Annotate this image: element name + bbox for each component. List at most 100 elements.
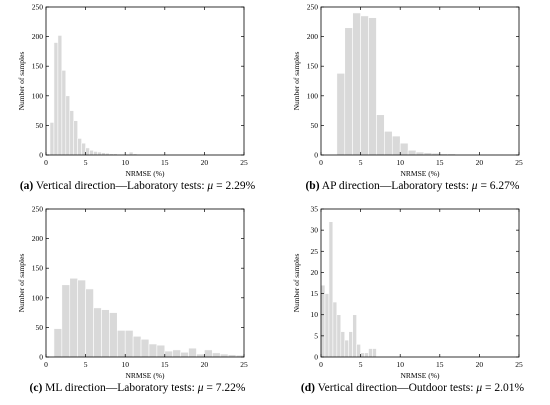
y-tick-label: 20 [311,268,319,277]
histogram-chart: 0 5 10 15 20 25 0 5 10 15 20 25 30 35 NRMSE (%) Number … [292,205,523,381]
y-tick-label: 50 [36,121,44,130]
histogram-bar [97,151,102,156]
x-tick-label: 0 [319,360,323,369]
caption: (a) Vertical direction—Laboratory tests:… [0,180,275,192]
y-axis-label: Number of samples [292,52,301,111]
x-tick-label: 5 [84,158,88,167]
histogram-bar [356,344,361,358]
histogram-bar [69,277,78,358]
histogram-bar [352,314,357,358]
histogram-bar [336,73,346,156]
caption-value: = 7.22% [203,382,246,394]
histogram-bar [53,328,63,358]
histogram-bar [332,301,338,358]
y-tick-label: 5 [314,331,318,340]
histogram-bar [212,352,221,358]
x-tick-label: 20 [201,158,209,167]
histogram-bar [368,348,373,358]
caption-value: = 2.01% [482,382,525,394]
y-tick-label: 0 [314,353,318,362]
histogram-bar [124,330,134,358]
x-tick-label: 0 [44,360,48,369]
panel-b: 0 5 10 15 20 25 0 50 100 150 200 250 NRMSE (%) Number… [275,0,550,193]
x-axis-label: NRMSE (%) [126,169,165,178]
y-tick-label: 150 [32,62,44,71]
histogram-bar [320,284,326,358]
panel-d: 0 5 10 15 20 25 0 5 10 15 20 25 30 35 NRMSE (%) Number … [275,202,550,395]
histogram-bar [219,353,229,358]
histogram-bar [360,15,369,156]
histogram-bar [164,350,174,358]
caption-text: Vertical direction—Laboratory tests: [33,180,208,192]
y-tick-label: 35 [311,205,319,214]
histogram-bar [69,110,75,156]
y-tick-label: 200 [307,32,319,41]
caption-mu: μ [197,382,204,394]
histogram-bar [399,142,409,156]
caption: (b) AP direction—Laboratory tests: μ = 6… [275,180,550,192]
histogram-bar [364,352,369,358]
histogram-bar [140,338,150,358]
histogram-bar [328,221,334,358]
plot-frame [320,6,520,156]
caption-value: = 6.27% [477,180,520,192]
histogram-bar [81,142,86,156]
histogram-bar [352,12,361,156]
plot-frame [45,6,245,156]
x-tick-label: 15 [161,158,169,167]
histogram-bar [85,288,94,358]
histogram-bar [61,70,67,156]
histogram-bar [89,149,94,156]
histogram-bar [172,349,181,358]
x-tick-label: 10 [396,360,404,369]
histogram-bar [336,314,342,358]
y-tick-label: 15 [311,289,319,298]
x-tick-label: 5 [84,360,88,369]
histogram-bar [391,135,401,156]
y-tick-label: 250 [307,3,319,12]
x-tick-label: 25 [240,360,248,369]
histogram-bar [116,330,126,358]
x-axis-label: NRMSE (%) [401,371,440,380]
plot-frame [320,208,520,358]
histogram-bar [101,309,110,358]
x-axis-label: NRMSE (%) [401,169,440,178]
histogram-bar [348,331,353,358]
x-tick-label: 25 [515,360,523,369]
caption-mu: μ [471,180,478,192]
caption-text: AP direction—Laboratory tests: [319,180,472,192]
x-tick-label: 25 [240,158,248,167]
caption-mu: μ [476,382,483,394]
caption: (d) Vertical direction—Outdoor tests: μ … [275,382,550,394]
histogram-bar [93,307,102,358]
histogram-bar [196,353,205,358]
y-tick-label: 0 [314,151,318,160]
y-tick-label: 50 [311,121,319,130]
x-tick-label: 10 [121,158,129,167]
histogram-bar [407,149,417,156]
x-tick-label: 5 [359,360,363,369]
x-axis-label: NRMSE (%) [126,371,165,380]
caption-tag: (a) [19,180,34,192]
caption-text: ML direction—Laboratory tests: [42,382,198,394]
histogram-bar [376,114,385,156]
caption-tag: (b) [305,180,320,192]
x-tick-label: 5 [359,158,363,167]
histogram-bar [340,331,346,358]
y-tick-label: 0 [39,151,43,160]
x-tick-label: 15 [436,360,444,369]
y-tick-label: 30 [311,226,319,235]
x-tick-label: 15 [436,158,444,167]
y-tick-label: 100 [307,91,319,100]
x-tick-label: 20 [201,360,209,369]
y-tick-label: 10 [311,310,319,319]
histogram-bar [85,147,90,156]
y-tick-label: 150 [307,62,319,71]
histogram-bar [344,27,353,156]
histogram-bar [188,347,197,358]
caption-tag: (d) [300,382,315,394]
histogram-bar [384,131,393,156]
